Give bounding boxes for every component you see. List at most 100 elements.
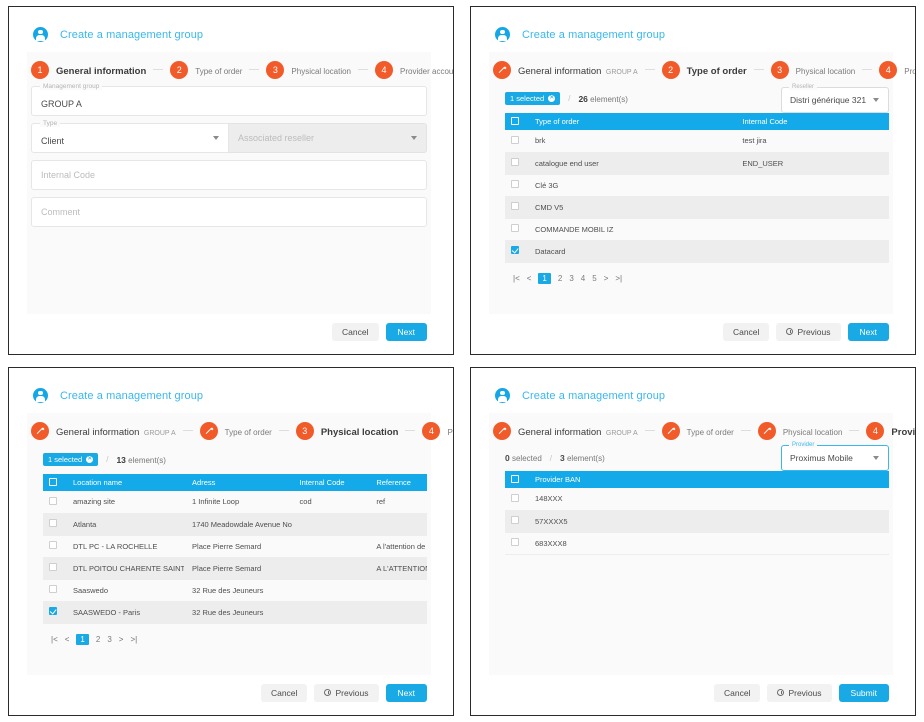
management-group-field[interactable]: Management group GROUP A — [31, 83, 427, 116]
stepper-item-general-information[interactable]: General information GROUP A — [31, 421, 176, 441]
column-header-internal-code[interactable]: Internal Code — [734, 113, 889, 130]
clear-icon[interactable]: ✕ — [86, 456, 94, 463]
table-row[interactable]: catalogue end user END_USER — [505, 152, 889, 175]
stepper-item-type-of-order[interactable]: 2 Type of order — [661, 60, 747, 80]
column-header-location-name[interactable]: Location name — [65, 474, 185, 491]
row-checkbox-cell[interactable] — [43, 535, 65, 558]
selected-count-chip[interactable]: 1 selected ✕ — [505, 92, 561, 105]
checkbox-icon[interactable] — [49, 496, 57, 505]
pagination-prev[interactable]: < — [526, 273, 532, 283]
checkbox-icon[interactable] — [49, 585, 57, 593]
row-checkbox-cell[interactable] — [505, 510, 527, 533]
row-checkbox-cell[interactable] — [505, 196, 527, 219]
checkbox-icon[interactable] — [49, 541, 57, 549]
select-all-cell[interactable] — [505, 113, 527, 130]
submit-button[interactable]: Submit — [838, 683, 889, 702]
internal-code-input[interactable]: Internal Code — [31, 160, 427, 190]
stepper-item-physical-location[interactable]: 3 Physical location — [295, 421, 398, 441]
pagination-page-2[interactable]: 2 — [95, 634, 101, 644]
pagination-next[interactable]: > — [603, 273, 609, 283]
row-checkbox-cell[interactable] — [505, 130, 527, 153]
table-row[interactable]: Atlanta 1740 Meadowdale Avenue Northeas — [43, 513, 427, 536]
row-checkbox-cell[interactable] — [505, 218, 527, 241]
stepper-item-physical-location[interactable]: 3 Physical location — [770, 60, 855, 80]
row-checkbox-cell[interactable] — [505, 532, 527, 555]
stepper-item-type-of-order[interactable]: 2 Type of order — [170, 60, 242, 80]
table-row[interactable]: CMD V5 — [505, 196, 889, 219]
stepper-item-type-of-order[interactable]: Type of order — [661, 421, 734, 441]
clear-icon[interactable]: ✕ — [548, 95, 556, 102]
row-checkbox-cell[interactable] — [505, 174, 527, 197]
checkbox-icon[interactable] — [511, 493, 519, 502]
cancel-button[interactable]: Cancel — [332, 322, 379, 341]
pagination-page-5[interactable]: 5 — [592, 273, 597, 283]
select-all-cell[interactable] — [43, 474, 65, 491]
stepper-item-provider-account[interactable]: 4 Provider account — [422, 421, 453, 441]
stepper-item-general-information[interactable]: General information GROUP A — [493, 60, 638, 80]
table-row[interactable]: amazing site 1 Infinite Loop cod ref — [43, 491, 427, 514]
pagination-page-2[interactable]: 2 — [557, 273, 563, 283]
checkbox-icon[interactable] — [511, 135, 519, 144]
column-header-adress[interactable]: Adress — [184, 474, 292, 491]
checkbox-checked-icon[interactable] — [49, 607, 57, 615]
row-checkbox-cell[interactable] — [43, 491, 65, 514]
stepper-item-physical-location[interactable]: Physical location — [757, 421, 842, 441]
pagination-page-3[interactable]: 3 — [569, 273, 574, 283]
stepper-item-provider-account[interactable]: 4 Provider account — [879, 60, 915, 80]
row-checkbox-cell[interactable] — [505, 152, 527, 175]
row-checkbox-cell[interactable] — [43, 579, 65, 602]
checkbox-icon[interactable] — [511, 516, 519, 524]
checkbox-icon[interactable] — [49, 519, 57, 527]
reseller-select[interactable]: Reseller Distri générique 321 — [781, 84, 889, 113]
stepper-item-type-of-order[interactable]: Type of order — [199, 421, 272, 441]
stepper-item-general-information[interactable]: General information GROUP A — [493, 421, 638, 441]
pagination-page-1[interactable]: 1 — [76, 633, 89, 645]
checkbox-icon[interactable] — [511, 180, 519, 188]
selected-count-chip[interactable]: 1 selected ✕ — [43, 453, 99, 466]
cancel-button[interactable]: Cancel — [722, 322, 770, 341]
chevron-down-icon[interactable] — [213, 136, 219, 140]
comment-input[interactable]: Comment — [31, 197, 427, 227]
table-row[interactable]: Clé 3G — [505, 174, 889, 197]
column-header-reference[interactable]: Reference — [368, 474, 427, 491]
pagination-first[interactable]: |< — [513, 273, 520, 283]
chevron-down-icon[interactable] — [873, 456, 879, 460]
row-checkbox-cell[interactable] — [505, 240, 527, 263]
checkbox-checked-icon[interactable] — [511, 246, 519, 254]
column-header-type-of-order[interactable]: Type of order — [527, 113, 735, 130]
previous-button[interactable]: Previous — [776, 322, 841, 341]
table-row[interactable]: 683XXX8 — [505, 532, 889, 555]
table-row[interactable]: COMMANDE MOBIL IZ — [505, 218, 889, 241]
table-row[interactable]: brk test jira — [505, 130, 889, 153]
stepper-item-physical-location[interactable]: 3 Physical location — [266, 60, 351, 80]
row-checkbox-cell[interactable] — [43, 601, 65, 624]
cancel-button[interactable]: Cancel — [713, 683, 761, 702]
pagination-first[interactable]: |< — [51, 634, 58, 644]
checkbox-icon[interactable] — [511, 474, 519, 483]
checkbox-icon[interactable] — [511, 158, 519, 166]
row-checkbox-cell[interactable] — [43, 513, 65, 536]
pagination-next[interactable]: > — [118, 634, 124, 644]
stepper-item-provider-account[interactable]: 4 Provider account — [375, 60, 453, 80]
pagination-last[interactable]: >| — [615, 273, 623, 283]
checkbox-icon[interactable] — [511, 202, 519, 210]
provider-select[interactable]: Provider Proximus Mobile — [781, 442, 889, 471]
checkbox-icon[interactable] — [511, 538, 519, 546]
pagination-last[interactable]: >| — [130, 634, 138, 644]
chevron-down-icon[interactable] — [873, 98, 879, 102]
pagination-page-4[interactable]: 4 — [580, 273, 586, 283]
column-header-provider-ban[interactable]: Provider BAN — [527, 471, 889, 488]
previous-button[interactable]: Previous — [314, 683, 379, 702]
checkbox-icon[interactable] — [49, 477, 57, 486]
previous-button[interactable]: Previous — [767, 683, 832, 702]
pagination-prev[interactable]: < — [64, 634, 70, 644]
table-row[interactable]: 57XXXX5 — [505, 510, 889, 533]
checkbox-icon[interactable] — [511, 224, 519, 232]
table-row[interactable]: SAASWEDO - Paris 32 Rue des Jeuneurs — [43, 601, 427, 624]
table-row[interactable]: DTL POITOU CHARENTE SAINTES Place Pierre… — [43, 557, 427, 580]
next-button[interactable]: Next — [385, 322, 427, 341]
select-all-cell[interactable] — [505, 471, 527, 488]
table-row[interactable]: 148XXX — [505, 488, 889, 511]
table-row[interactable]: Datacard — [505, 240, 889, 263]
checkbox-icon[interactable] — [511, 116, 519, 125]
